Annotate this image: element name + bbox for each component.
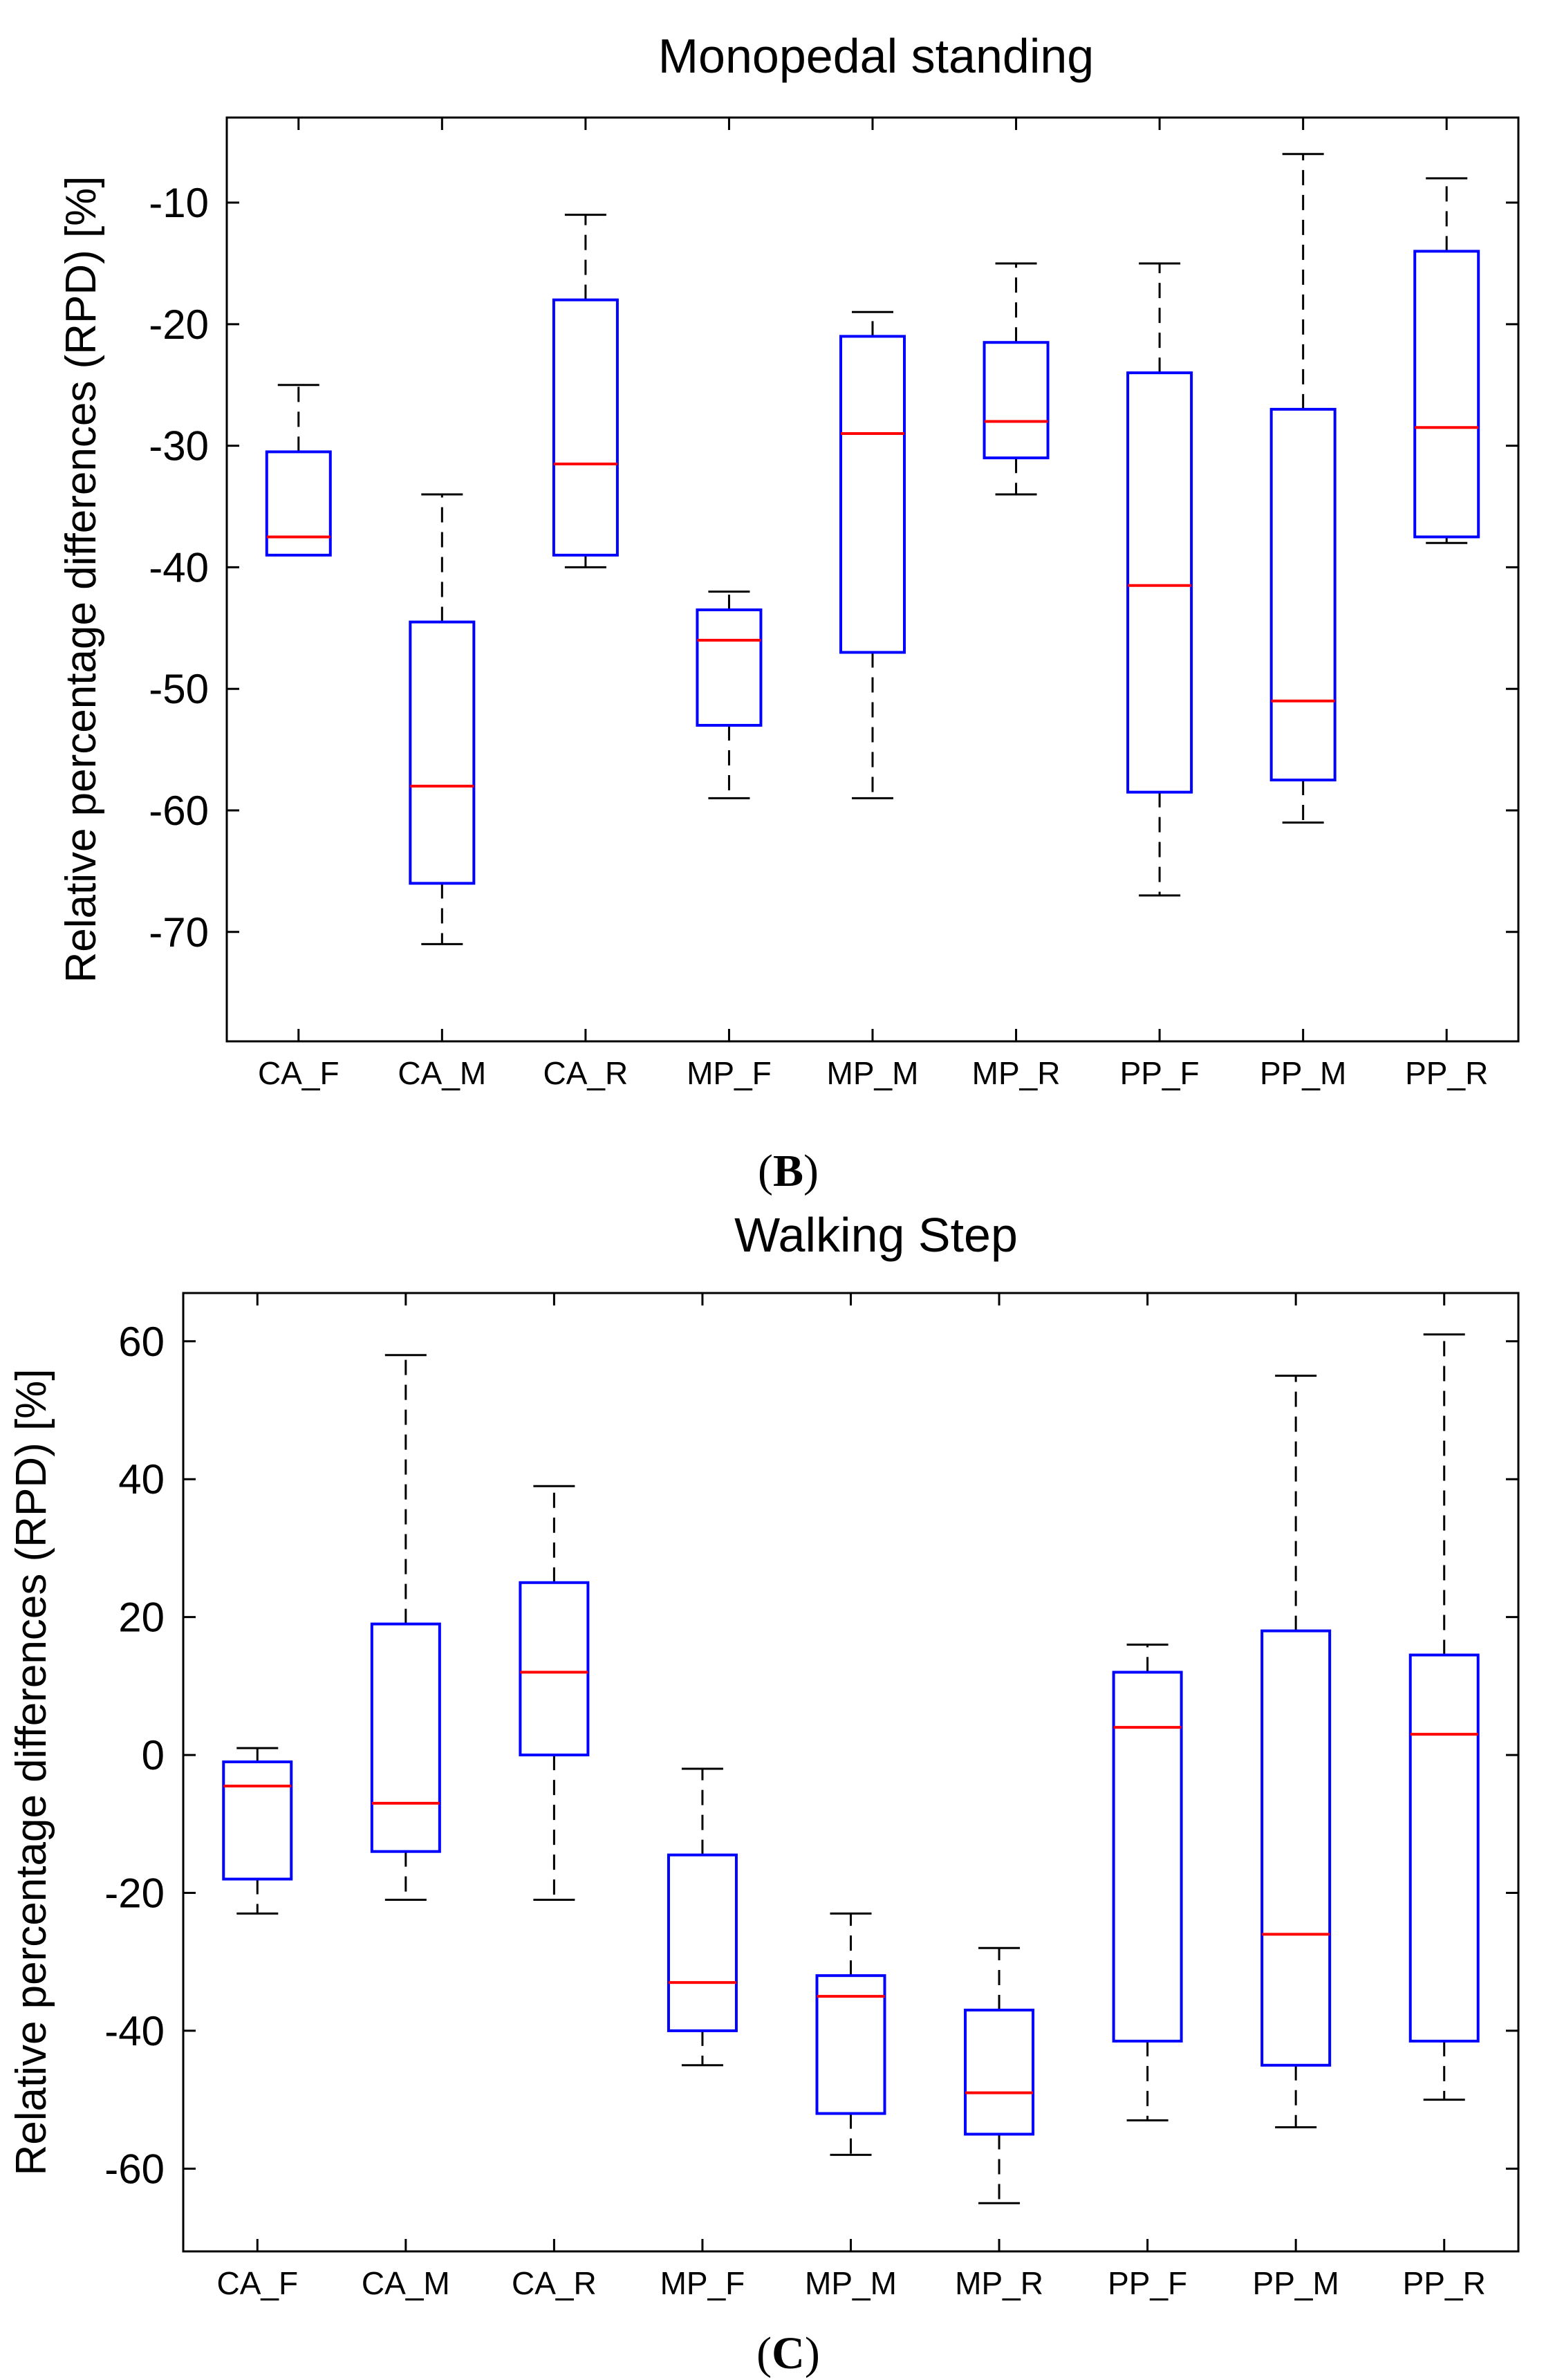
y-tick-label: -10 [149,180,209,226]
x-tick-label: PP_M [1260,1055,1346,1091]
panel-c-close: ) [805,2328,820,2379]
box-iqr [552,298,619,557]
y-tick-label: -30 [149,423,209,470]
y-axis-ticks: -60 -40 -20 0 20 40 60 [104,1319,1518,2192]
x-axis-ticks: CA_F CA_M CA_R MP_F MP_M MP_R PP_F PP_M PP_R [258,118,1488,1091]
y-axis-ticks: -70 -60 -50 -40 -30 -20 -10 [149,180,1518,956]
x-tick-label: PP_M [1253,2265,1339,2301]
x-tick-label: PP_F [1108,2265,1187,2301]
box-iqr [1126,371,1193,794]
box-mp-f [667,1767,738,2067]
y-tick-label: -40 [104,2008,165,2054]
y-tick-label: -50 [149,666,209,712]
box-mp-f [696,591,763,799]
chart-title: Monopedal standing [658,29,1094,83]
y-tick-label: -60 [104,2146,165,2192]
box-pp-f [1126,262,1193,897]
box-iqr [815,1974,886,2115]
box-pp-m [1260,1375,1332,2129]
x-tick-label: MP_M [827,1055,919,1091]
box-ca-f [265,384,332,557]
x-tick-label: MP_F [687,1055,772,1091]
x-tick-label: CA_R [512,2265,597,2301]
box-pp-f [1112,1644,1183,2122]
x-tick-label: MP_F [660,2265,745,2301]
box-mp-m [815,1912,886,2156]
box-iqr [222,1760,293,1881]
x-axis-ticks: CA_F CA_M CA_R MP_F MP_M MP_R PP_F PP_M PP_R [216,1293,1486,2301]
y-tick-label: 0 [142,1732,165,1778]
box-iqr [1112,1671,1183,2043]
box-iqr [1413,250,1480,539]
box-series [222,1333,1480,2204]
x-tick-label: CA_F [258,1055,339,1091]
box-iqr [667,1853,738,2032]
box-iqr [964,2009,1035,2136]
chart-title: Walking Step [734,1208,1018,1262]
x-tick-label: PP_F [1120,1055,1200,1091]
box-iqr [983,341,1050,460]
plot-area-frame [225,116,1520,1043]
y-axis-label: Relative percentage differences (RPD) [%… [8,1368,55,2175]
chart-monopedal-standing: Monopedal standing Relative percentage d… [57,29,1520,1091]
panel-b-open: ( [758,1146,773,1196]
box-ca-m [370,1354,441,1901]
box-iqr [696,608,763,727]
y-tick-label: 20 [118,1595,165,1641]
x-tick-label: PP_R [1405,1055,1488,1091]
box-iqr [1269,407,1337,782]
x-tick-label: CA_M [398,1055,486,1091]
box-mp-r [964,1946,1035,2204]
box-iqr [370,1622,441,1853]
x-tick-label: MP_R [955,2265,1043,2301]
panel-b-close: ) [803,1146,819,1196]
x-tick-label: CA_M [362,2265,450,2301]
x-tick-label: MP_M [805,2265,897,2301]
panel-c-letter: C [772,2328,805,2379]
box-iqr [1408,1653,1480,2043]
box-ca-m [409,493,476,945]
box-iqr [1260,1629,1332,2067]
box-pp-r [1413,177,1480,544]
x-tick-label: MP_R [972,1055,1061,1091]
panel-b-letter: B [773,1146,803,1196]
box-ca-f [222,1747,293,1915]
y-tick-label: 40 [118,1456,165,1503]
chart-walking-step: Walking Step Relative percentage differe… [8,1208,1520,2301]
y-tick-label: 60 [118,1319,165,1365]
box-ca-r [519,1485,590,1901]
box-iqr [519,1581,590,1757]
box-mp-m [839,310,906,799]
y-tick-label: -40 [149,544,209,591]
box-pp-m [1269,153,1337,824]
y-tick-label: -20 [149,301,209,348]
box-iqr [265,450,332,557]
x-tick-label: CA_R [543,1055,629,1091]
panel-label-b: (B) [758,1146,819,1196]
box-ca-r [552,214,619,568]
y-tick-label: -20 [104,1870,165,1916]
y-tick-label: -60 [149,788,209,834]
x-tick-label: CA_F [216,2265,298,2301]
y-axis-label: Relative percentage differences (RPD) [%… [57,176,105,983]
panel-label-c: (C) [756,2328,820,2379]
x-tick-label: PP_R [1403,2265,1486,2301]
box-iqr [409,620,476,885]
box-pp-r [1408,1333,1480,2101]
box-series [265,153,1480,945]
panel-c-open: ( [756,2328,772,2379]
box-mp-r [983,262,1050,496]
plot-area-frame [182,1292,1520,2253]
box-iqr [839,335,906,654]
y-tick-label: -70 [149,909,209,956]
